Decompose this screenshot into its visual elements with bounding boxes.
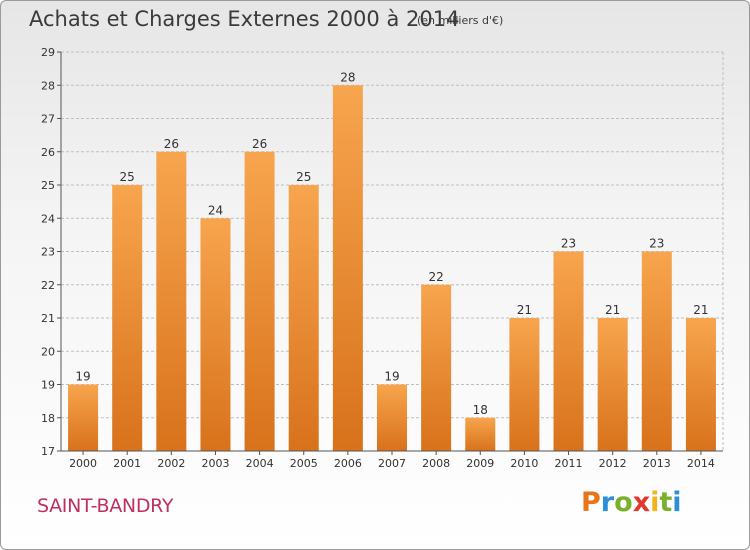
bar	[597, 318, 628, 451]
y-tick-label: 19	[41, 379, 55, 392]
x-tick-label: 2014	[687, 457, 715, 470]
y-tick-label: 21	[41, 312, 55, 325]
bar	[553, 251, 584, 451]
data-label: 25	[296, 170, 311, 184]
data-label: 23	[561, 237, 576, 251]
bar	[112, 185, 143, 451]
x-tick-label: 2001	[113, 457, 141, 470]
x-tick-label: 2000	[69, 457, 97, 470]
x-tick-label: 2007	[378, 457, 406, 470]
x-tick-label: 2010	[510, 457, 538, 470]
bar	[509, 318, 540, 451]
y-tick-label: 18	[41, 412, 55, 425]
bar	[200, 218, 231, 451]
y-tick-label: 27	[41, 113, 55, 126]
x-tick-label: 2011	[555, 457, 583, 470]
x-tick-label: 2006	[334, 457, 362, 470]
y-tick-label: 23	[41, 246, 55, 259]
y-tick-label: 29	[41, 46, 55, 59]
bar	[68, 384, 99, 451]
x-tick-label: 2009	[466, 457, 494, 470]
bar	[641, 251, 672, 451]
chart-unit: (en milliers d'€)	[417, 14, 504, 27]
x-tick-label: 2003	[201, 457, 229, 470]
bar	[377, 384, 407, 451]
bar	[421, 284, 452, 451]
bar	[685, 318, 716, 451]
data-label: 21	[605, 303, 620, 317]
bar	[156, 151, 187, 451]
x-tick-label: 2005	[290, 457, 318, 470]
city-name: SAINT-BANDRY	[37, 495, 174, 517]
y-tick-label: 26	[41, 146, 55, 159]
y-tick-label: 22	[41, 279, 55, 292]
data-label: 23	[649, 237, 664, 251]
chart-title: Achats et Charges Externes 2000 à 2014	[29, 7, 460, 31]
data-label: 21	[517, 303, 532, 317]
x-tick-label: 2012	[599, 457, 627, 470]
y-tick-label: 24	[41, 212, 55, 225]
bars: 19 25 26 24 26 25 28 19 22 18 21 23 21 23 21	[68, 70, 716, 451]
data-label: 22	[428, 270, 443, 284]
data-label: 21	[693, 303, 708, 317]
axes: 17 18 19 20 21 22 23 24 25 26 27 28 29 2000 2001 2002 20…	[41, 46, 723, 470]
x-tick-label: 2002	[157, 457, 185, 470]
data-label: 26	[252, 137, 267, 151]
y-tick-label: 17	[41, 445, 55, 458]
data-label: 26	[164, 137, 179, 151]
bar	[465, 417, 496, 451]
bar	[288, 185, 319, 451]
bar	[244, 151, 275, 451]
data-label: 25	[120, 170, 135, 184]
data-label: 28	[340, 70, 355, 84]
y-tick-label: 20	[41, 345, 55, 358]
proxiti-logo: Proxiti	[581, 487, 682, 518]
bar	[332, 85, 363, 451]
data-label: 24	[208, 203, 223, 217]
x-tick-label: 2008	[422, 457, 450, 470]
y-tick-label: 28	[41, 79, 55, 92]
x-tick-label: 2004	[246, 457, 274, 470]
data-label: 18	[473, 403, 488, 417]
y-tick-label: 25	[41, 179, 55, 192]
x-tick-label: 2013	[643, 457, 671, 470]
data-label: 19	[384, 370, 399, 384]
data-label: 19	[75, 370, 90, 384]
